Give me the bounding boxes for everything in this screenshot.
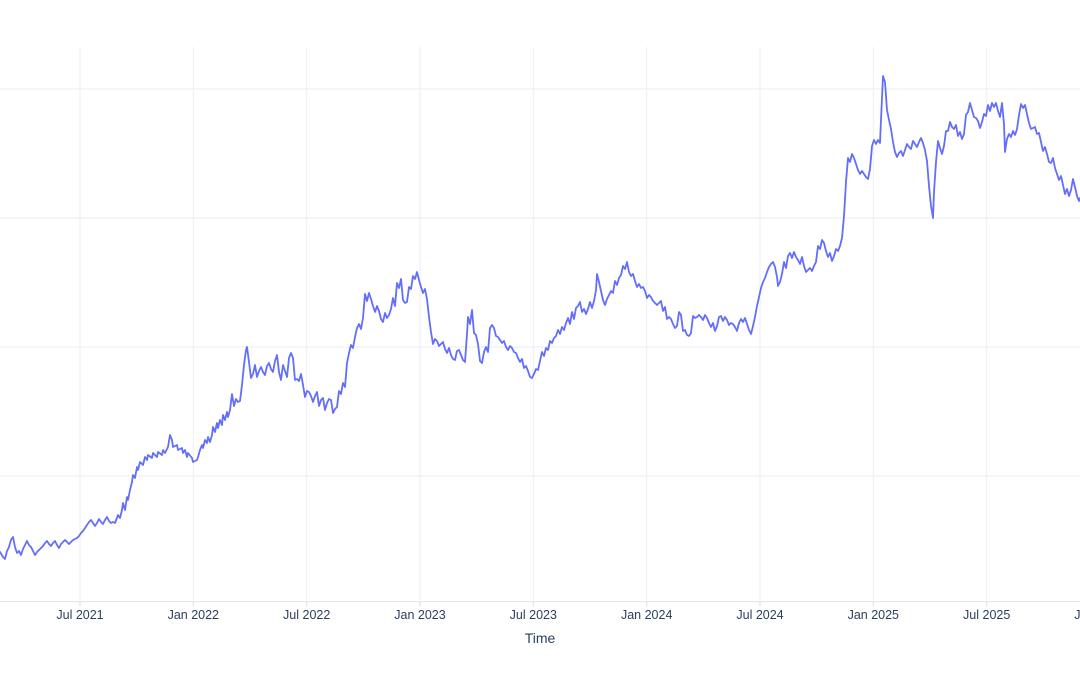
horizontal-gridlines: [0, 88, 1080, 477]
x-axis-tick-marks: [79, 601, 988, 607]
vertical-gridlines: [79, 47, 988, 602]
series-line[interactable]: [0, 75, 1080, 560]
x-axis-title: Time: [524, 630, 556, 646]
